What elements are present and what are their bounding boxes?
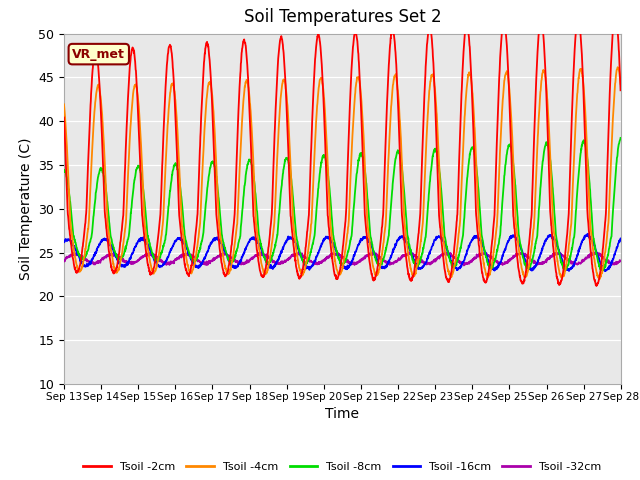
Title: Soil Temperatures Set 2: Soil Temperatures Set 2: [244, 9, 441, 26]
Legend: Tsoil -2cm, Tsoil -4cm, Tsoil -8cm, Tsoil -16cm, Tsoil -32cm: Tsoil -2cm, Tsoil -4cm, Tsoil -8cm, Tsoi…: [79, 457, 606, 477]
Text: VR_met: VR_met: [72, 48, 125, 60]
Y-axis label: Soil Temperature (C): Soil Temperature (C): [19, 138, 33, 280]
X-axis label: Time: Time: [325, 407, 360, 421]
